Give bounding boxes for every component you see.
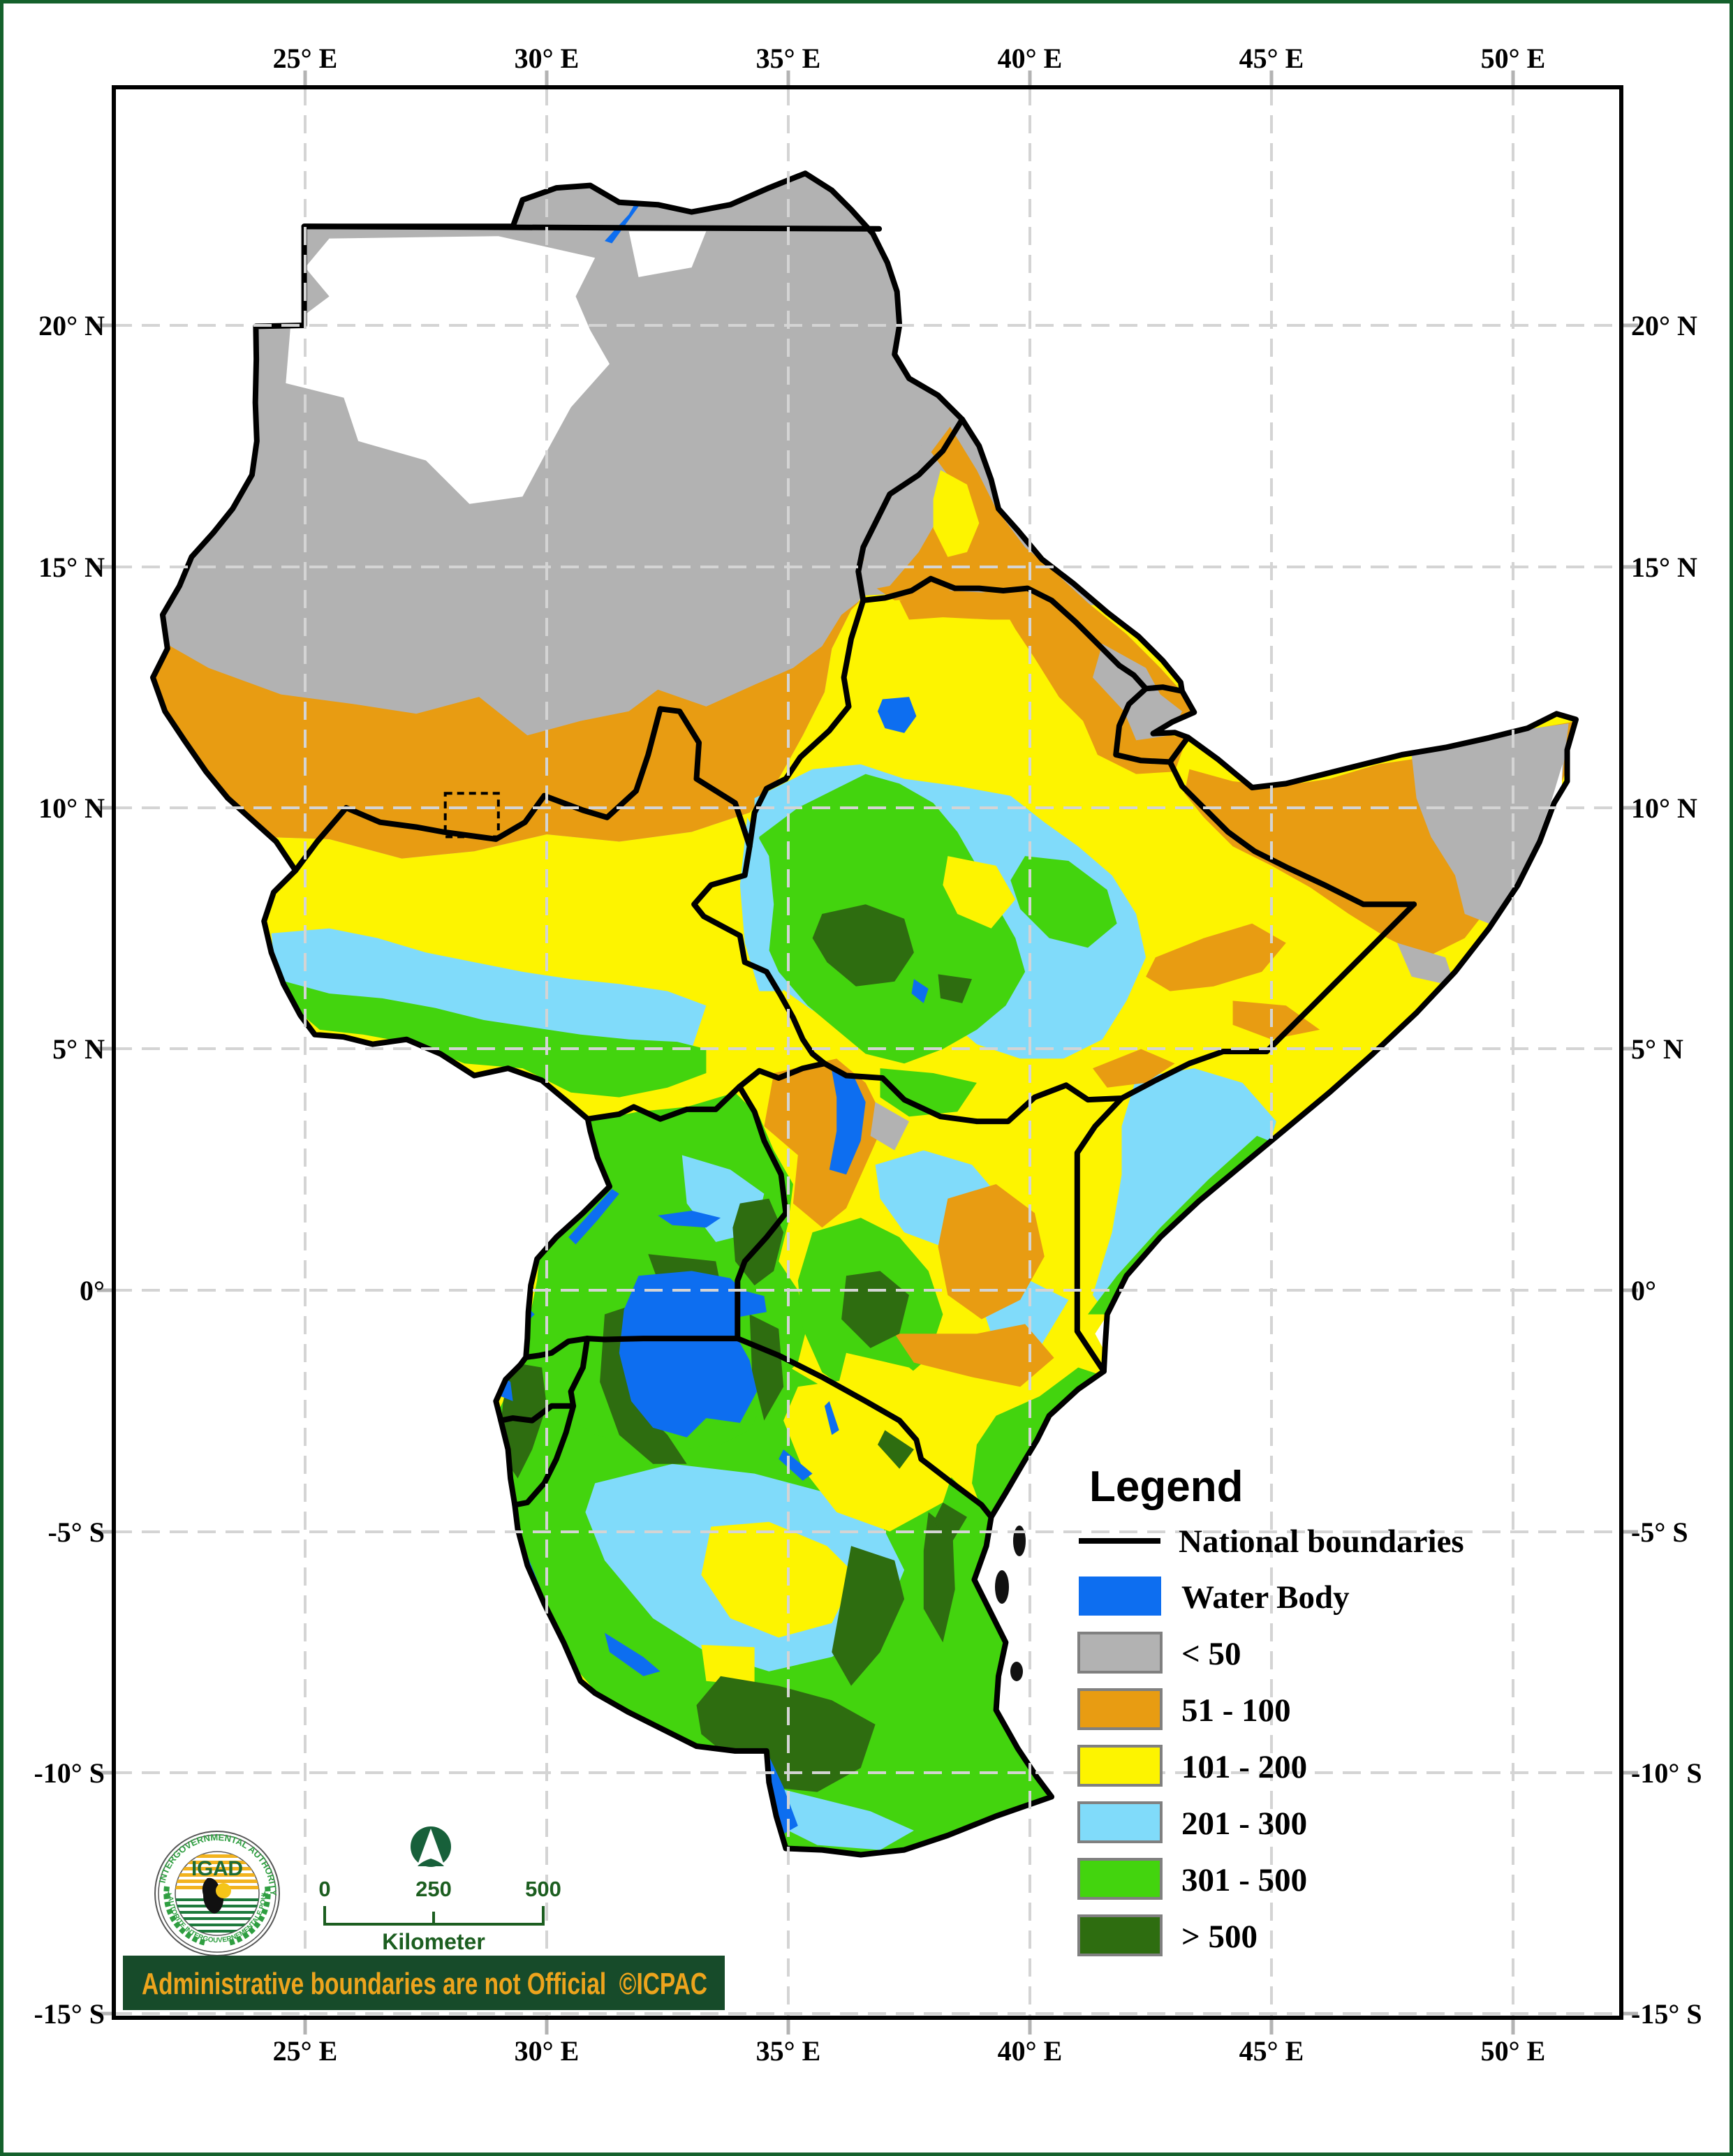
svg-text:301 - 500: 301 - 500 [1181,1862,1307,1898]
svg-text:-10° S: -10° S [1631,1757,1702,1789]
svg-text:30° E: 30° E [515,2035,580,2067]
svg-text:-5° S: -5° S [1631,1516,1688,1548]
svg-text:Legend: Legend [1089,1463,1243,1511]
svg-text:Kilometer: Kilometer [382,1929,485,1954]
svg-text:50° E: 50° E [1481,43,1546,74]
svg-text:-15° S: -15° S [1631,1998,1702,2030]
svg-text:15° N: 15° N [38,552,105,583]
svg-text:> 500: > 500 [1181,1919,1258,1955]
svg-text:250: 250 [415,1877,452,1901]
svg-text:-5° S: -5° S [47,1516,105,1548]
svg-text:500: 500 [525,1877,561,1901]
svg-text:35° E: 35° E [756,2035,821,2067]
svg-text:0°: 0° [1631,1275,1656,1306]
svg-text:20° N: 20° N [1631,310,1697,341]
svg-text:40° E: 40° E [998,2035,1063,2067]
svg-text:201 - 300: 201 - 300 [1181,1806,1307,1842]
svg-text:25° E: 25° E [273,43,338,74]
svg-text:National boundaries: National boundaries [1179,1523,1464,1560]
svg-text:50° E: 50° E [1481,2035,1546,2067]
svg-text:5° N: 5° N [52,1033,105,1065]
svg-text:< 50: < 50 [1181,1636,1241,1672]
svg-text:30° E: 30° E [515,43,580,74]
svg-text:45° E: 45° E [1239,43,1304,74]
svg-text:15° N: 15° N [1631,552,1697,583]
svg-text:10° N: 10° N [1631,792,1697,824]
svg-text:35° E: 35° E [756,43,821,74]
svg-text:Administrative boundaries are: Administrative boundaries are not Offici… [142,1967,707,2001]
svg-text:★: ★ [164,1890,173,1900]
svg-text:★: ★ [260,1890,270,1900]
svg-text:0: 0 [318,1877,330,1901]
svg-text:Water Body: Water Body [1181,1579,1350,1616]
svg-text:10° N: 10° N [38,792,105,824]
svg-text:5° N: 5° N [1631,1033,1683,1065]
svg-text:40° E: 40° E [998,43,1063,74]
svg-text:25° E: 25° E [273,2035,338,2067]
svg-text:45° E: 45° E [1239,2035,1304,2067]
svg-text:IGAD: IGAD [191,1857,243,1880]
svg-text:101 - 200: 101 - 200 [1181,1749,1307,1785]
svg-text:-15° S: -15° S [34,1998,105,2030]
svg-text:-10° S: -10° S [34,1757,105,1789]
svg-text:20° N: 20° N [38,310,105,341]
svg-text:51 - 100: 51 - 100 [1181,1692,1291,1729]
svg-text:0°: 0° [80,1275,105,1306]
